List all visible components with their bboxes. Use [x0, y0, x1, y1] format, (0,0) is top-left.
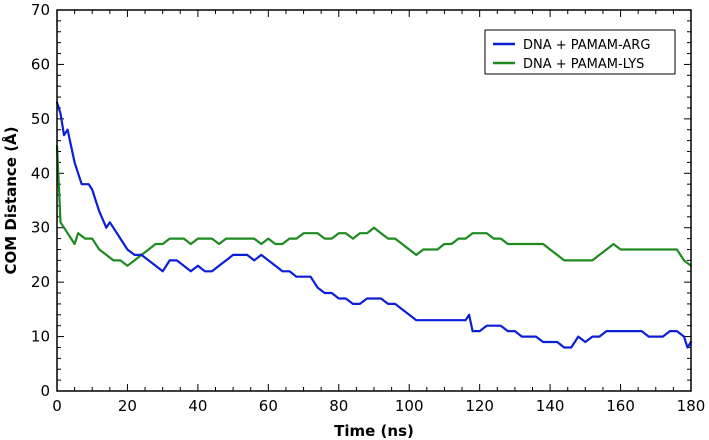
x-axis-title: Time (ns) — [334, 422, 414, 440]
x-tick-label: 80 — [329, 397, 348, 415]
y-tick-label: 30 — [31, 219, 50, 237]
series-line-arg — [55, 101, 693, 349]
y-tick-label: 60 — [31, 55, 50, 73]
y-tick-label: 70 — [31, 1, 50, 19]
y-tick-label: 20 — [31, 273, 50, 291]
legend-label-lys: DNA + PAMAM-LYS — [523, 57, 644, 72]
series-line-lys — [55, 145, 693, 267]
legend-box — [484, 29, 676, 75]
x-tick-label: 60 — [259, 397, 278, 415]
y-tick-label: 10 — [31, 328, 50, 346]
x-tick-label: 20 — [118, 397, 137, 415]
y-tick-label: 40 — [31, 164, 50, 182]
x-tick-label: 120 — [465, 397, 494, 415]
x-tick-label: 100 — [395, 397, 424, 415]
x-tick-label: 180 — [677, 397, 706, 415]
y-tick-label: 0 — [40, 382, 50, 400]
x-tick-label: 140 — [536, 397, 565, 415]
plot-frame — [56, 9, 692, 392]
x-tick-label: 0 — [52, 397, 62, 415]
legend-label-arg: DNA + PAMAM-ARG — [523, 38, 650, 53]
legend: DNA + PAMAM-ARG DNA + PAMAM-LYS — [484, 29, 676, 75]
y-tick-label: 50 — [31, 110, 50, 128]
series-lines — [55, 101, 693, 349]
y-axis-title: COM Distance (Å) — [1, 126, 20, 274]
tick-labels: 0 20 40 60 80 100 120 140 160 180 0 10 20 30 40 50 60 70 — [31, 1, 705, 415]
x-tick-label: 40 — [188, 397, 207, 415]
x-tick-label: 160 — [606, 397, 635, 415]
